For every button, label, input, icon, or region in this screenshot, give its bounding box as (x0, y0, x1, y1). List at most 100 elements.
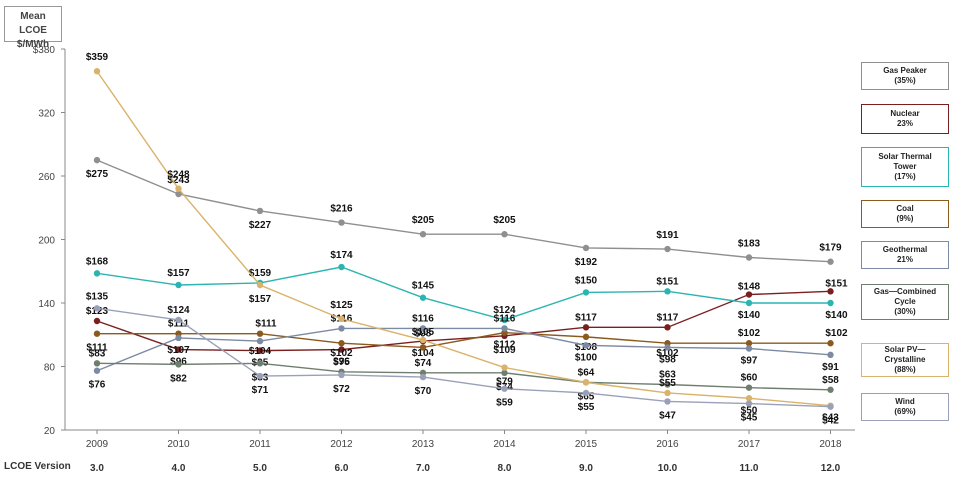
version-label: 3.0 (90, 463, 104, 474)
data-point (501, 369, 508, 377)
data-label: $98 (415, 328, 432, 339)
data-label: $116 (494, 313, 516, 324)
data-point (175, 334, 182, 342)
data-point (664, 245, 671, 253)
data-label: $55 (578, 402, 595, 413)
x-tick-label: 2010 (167, 439, 190, 450)
data-point (93, 367, 101, 374)
data-point (745, 400, 753, 407)
data-point (93, 156, 101, 164)
data-point (827, 340, 834, 347)
data-point (175, 316, 182, 324)
data-label: $112 (494, 340, 516, 351)
data-point (582, 389, 590, 397)
data-point (501, 231, 508, 238)
data-point (419, 373, 427, 381)
data-label: $63 (659, 369, 676, 380)
data-point (745, 254, 753, 261)
x-tick-label: 2017 (738, 439, 761, 450)
data-point (827, 386, 834, 393)
data-label: $359 (86, 52, 109, 63)
data-point (501, 364, 508, 371)
data-point (175, 346, 182, 353)
legend-item: Gas Peaker (35%) (861, 62, 949, 90)
data-label: $111 (86, 343, 108, 354)
data-label: $275 (86, 169, 109, 180)
data-point (827, 351, 834, 359)
data-label: $191 (656, 230, 679, 241)
data-label: $124 (493, 305, 516, 316)
data-point (93, 305, 101, 312)
data-point (338, 325, 345, 332)
version-label: 9.0 (579, 463, 593, 474)
data-point (827, 403, 834, 410)
data-point (175, 361, 182, 368)
data-point (338, 315, 345, 323)
data-point (256, 337, 264, 345)
data-label: $111 (255, 319, 277, 330)
data-label: $102 (330, 348, 353, 359)
data-point (256, 281, 264, 289)
series-line (96, 327, 831, 372)
data-label: $97 (741, 356, 758, 367)
x-tick-label: 2018 (819, 439, 842, 450)
version-label: 10.0 (658, 463, 678, 474)
data-label: $159 (249, 268, 272, 279)
data-point (256, 372, 264, 380)
data-point (338, 263, 345, 271)
data-label: $82 (170, 373, 187, 384)
data-point (664, 324, 671, 331)
data-point (338, 340, 345, 347)
version-label: 6.0 (335, 463, 349, 474)
series-line (96, 307, 831, 408)
data-label: $157 (249, 294, 272, 305)
version-label: 5.0 (253, 463, 267, 474)
data-point (175, 185, 182, 192)
series-line (96, 159, 831, 263)
data-point (419, 231, 427, 238)
data-point (664, 389, 671, 397)
version-label: 8.0 (498, 463, 512, 474)
legend-item: Solar Thermal Tower (17%) (861, 147, 949, 187)
legend-item: Wind (69%) (861, 393, 949, 421)
data-point (93, 68, 101, 75)
data-label: $91 (822, 362, 839, 373)
data-label: $60 (741, 373, 758, 384)
legend-item: Coal (9%) (861, 200, 949, 228)
data-label: $140 (825, 310, 848, 321)
data-point (745, 384, 753, 391)
y-tick-label: 200 (38, 236, 55, 247)
y-tick-label: $380 (33, 45, 56, 56)
data-label: $107 (167, 345, 190, 356)
data-point (582, 324, 590, 331)
data-label: $111 (168, 319, 190, 330)
data-label: $71 (252, 385, 269, 396)
data-label: $248 (167, 170, 190, 181)
data-label: $75 (333, 357, 350, 368)
data-label: $151 (656, 276, 679, 287)
data-label: $96 (333, 357, 350, 368)
data-point (175, 281, 182, 289)
data-label: $65 (578, 391, 595, 402)
data-label: $150 (575, 275, 598, 286)
data-label: $104 (412, 348, 435, 359)
data-label: $64 (578, 367, 595, 378)
x-tick-label: 2015 (575, 439, 598, 450)
y-tick-label: 140 (38, 299, 55, 310)
data-point (827, 258, 834, 265)
version-label: 12.0 (821, 463, 841, 474)
data-point (827, 288, 834, 295)
y-tick-label: 80 (44, 363, 56, 374)
data-label: $72 (333, 384, 350, 395)
x-tick-label: 2012 (330, 439, 353, 450)
data-label: $102 (738, 328, 761, 339)
data-label: $151 (825, 278, 848, 289)
lcoe-version-label: LCOE Version (4, 461, 71, 472)
data-label: $104 (249, 346, 272, 357)
data-point (745, 291, 753, 298)
data-label: $47 (659, 410, 676, 421)
y-tick-label: 260 (38, 172, 55, 183)
data-label: $157 (167, 268, 190, 279)
data-label: $102 (825, 328, 848, 339)
